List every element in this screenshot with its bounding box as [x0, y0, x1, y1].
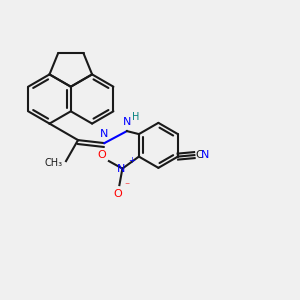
Text: O: O [98, 150, 106, 160]
Text: N: N [123, 117, 131, 127]
Text: N: N [117, 164, 125, 174]
Text: O: O [113, 189, 122, 199]
Text: N: N [201, 149, 209, 160]
Text: CH₃: CH₃ [45, 158, 63, 168]
Text: +: + [128, 156, 135, 165]
Text: H: H [132, 112, 140, 122]
Text: ⁻: ⁻ [125, 182, 130, 192]
Text: N: N [100, 129, 109, 139]
Text: C: C [196, 149, 204, 160]
